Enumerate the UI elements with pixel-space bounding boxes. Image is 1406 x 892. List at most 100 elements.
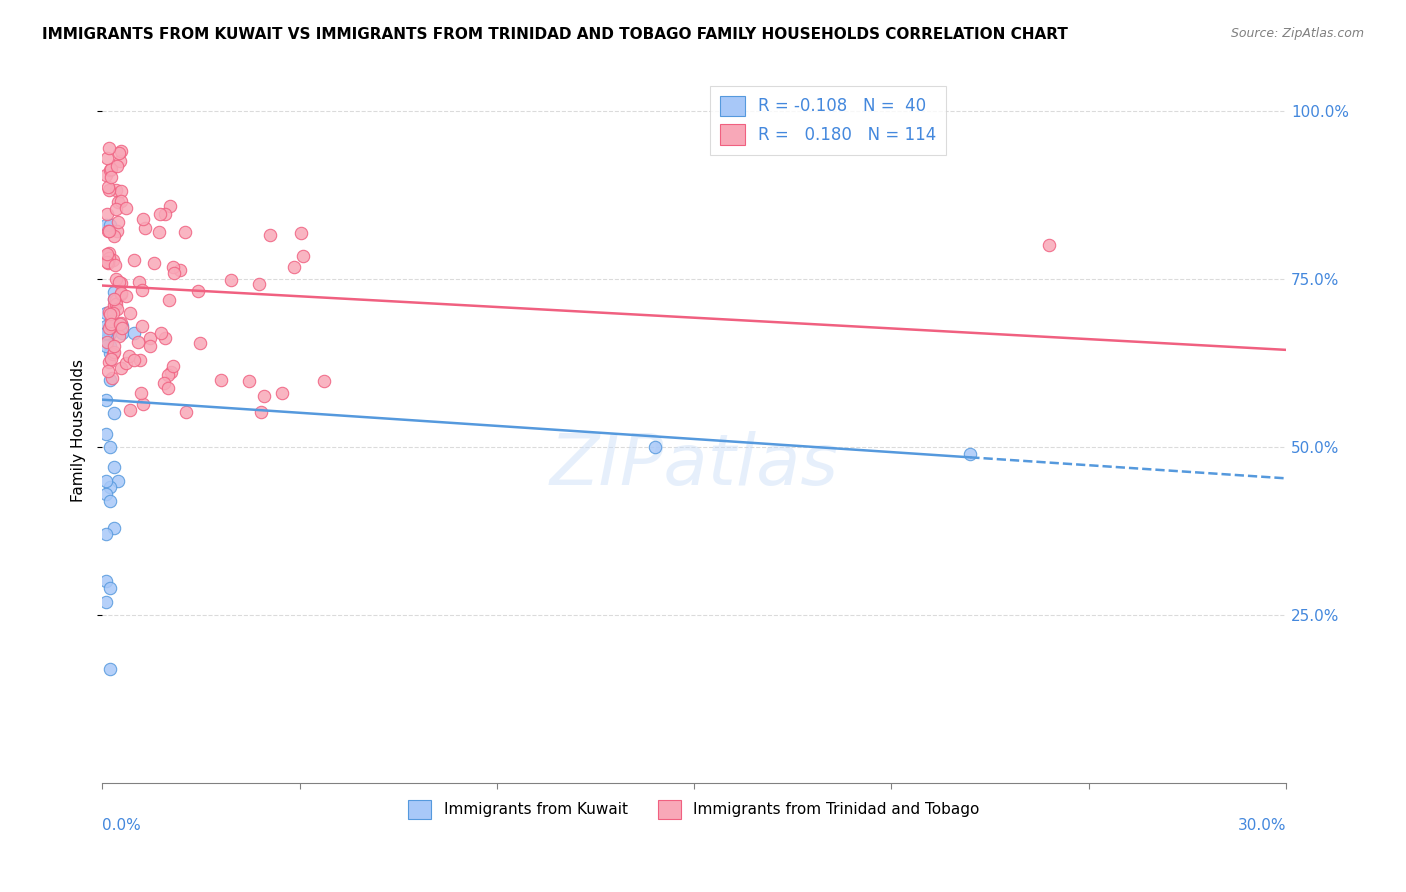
Point: [101, 306, 124, 320]
Text: IMMIGRANTS FROM KUWAIT VS IMMIGRANTS FROM TRINIDAD AND TOBAGO FAMILY HOUSEHOLDS : IMMIGRANTS FROM KUWAIT VS IMMIGRANTS FRO…: [42, 27, 1069, 42]
Point: [959, 447, 981, 461]
Point: [110, 287, 132, 301]
Point: [110, 317, 132, 331]
Point: [101, 314, 124, 328]
Point: [100, 351, 122, 366]
Point: [97, 355, 120, 369]
Point: [108, 154, 131, 169]
Point: [132, 211, 155, 226]
Point: [148, 225, 170, 239]
Point: [153, 331, 176, 345]
Point: [98, 320, 121, 334]
Point: [98, 339, 121, 353]
Point: [138, 339, 160, 353]
Point: [107, 275, 129, 289]
Point: [96, 594, 118, 608]
Point: [250, 405, 273, 419]
Point: [111, 319, 134, 334]
Point: [314, 374, 336, 388]
Point: [104, 258, 127, 272]
Point: [96, 326, 118, 340]
Point: [96, 207, 118, 221]
Point: [129, 385, 152, 400]
Point: [259, 227, 281, 242]
Point: [108, 329, 131, 343]
Point: [97, 180, 120, 194]
Point: [96, 426, 118, 441]
Text: ZIPatlas: ZIPatlas: [550, 431, 838, 500]
Point: [98, 581, 121, 595]
Point: [120, 402, 142, 417]
Point: [104, 272, 127, 286]
Point: [98, 307, 121, 321]
Point: [127, 335, 149, 350]
Point: [122, 253, 145, 268]
Point: [110, 145, 132, 159]
Point: [97, 251, 120, 265]
Point: [101, 347, 124, 361]
Point: [98, 319, 121, 334]
Point: [105, 224, 128, 238]
Point: [98, 219, 121, 233]
Point: [98, 493, 121, 508]
Point: [238, 374, 260, 388]
Point: [110, 316, 132, 330]
Point: [247, 277, 270, 291]
Point: [107, 195, 129, 210]
Point: [96, 305, 118, 319]
Point: [103, 285, 125, 300]
Point: [110, 286, 132, 301]
Point: [98, 183, 121, 197]
Point: [128, 276, 150, 290]
Point: [188, 336, 211, 351]
Point: [96, 333, 118, 347]
Point: [162, 260, 184, 274]
Point: [96, 247, 118, 261]
Point: [97, 256, 120, 270]
Point: [187, 284, 209, 298]
Point: [132, 397, 155, 411]
Point: [110, 194, 132, 208]
Point: [96, 168, 118, 182]
Point: [253, 389, 276, 403]
Point: [156, 368, 179, 382]
Point: [98, 224, 121, 238]
Point: [96, 474, 118, 488]
Point: [174, 404, 197, 418]
Point: [96, 151, 118, 165]
Point: [270, 386, 292, 401]
Point: [110, 360, 132, 375]
Point: [104, 297, 127, 311]
Point: [104, 183, 127, 197]
Point: [152, 376, 174, 390]
Point: [97, 364, 120, 378]
Point: [169, 263, 191, 277]
Point: [97, 304, 120, 318]
Point: [96, 319, 118, 334]
Point: [122, 326, 145, 340]
Point: [104, 293, 127, 308]
Point: [103, 292, 125, 306]
Point: [96, 334, 118, 349]
Point: [100, 162, 122, 177]
Point: [153, 207, 176, 221]
Point: [163, 266, 186, 280]
Point: [98, 326, 121, 340]
Point: [101, 371, 124, 385]
Point: [174, 225, 197, 239]
Point: [103, 298, 125, 312]
Point: [108, 146, 131, 161]
Text: 0.0%: 0.0%: [103, 818, 141, 833]
Point: [110, 277, 132, 291]
Point: [107, 215, 129, 229]
Point: [134, 221, 156, 235]
Point: [131, 319, 153, 334]
Point: [98, 141, 121, 155]
Point: [291, 249, 314, 263]
Point: [157, 293, 180, 307]
Point: [96, 326, 118, 340]
Point: [103, 407, 125, 421]
Point: [283, 260, 305, 274]
Point: [105, 302, 128, 317]
Point: [104, 202, 127, 216]
